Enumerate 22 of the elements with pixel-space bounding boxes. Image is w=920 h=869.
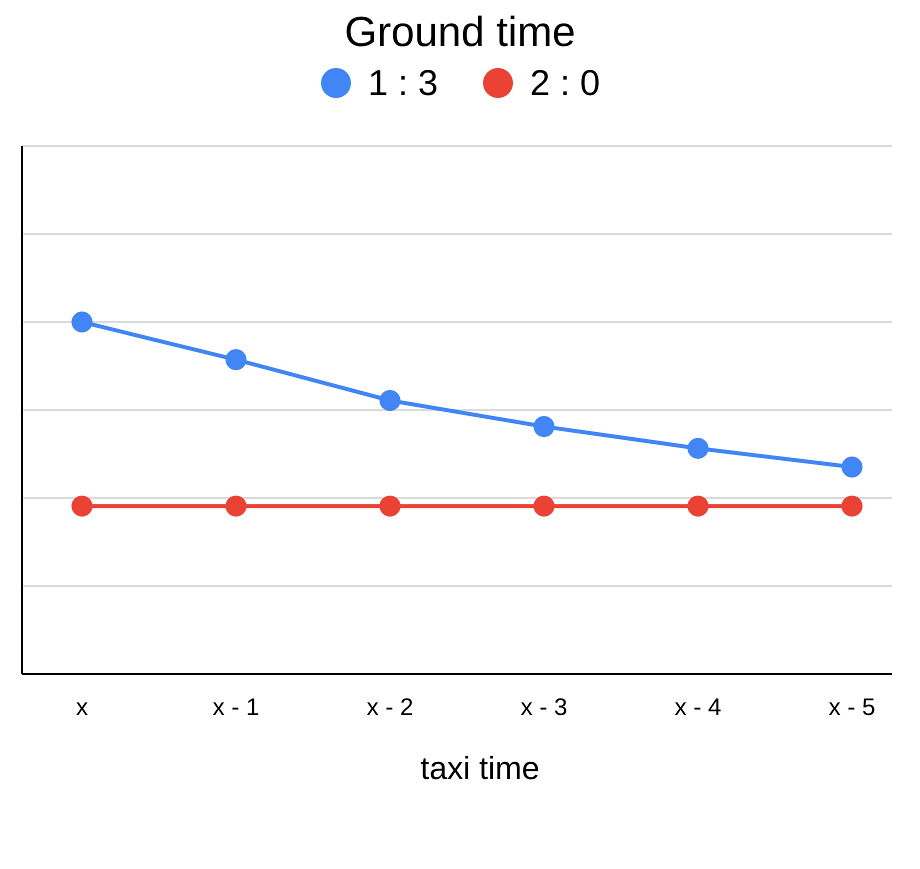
- chart-title: Ground time: [343, 8, 577, 56]
- legend-label: 2 : 0: [530, 62, 600, 104]
- point: [534, 416, 554, 438]
- point: [688, 496, 708, 517]
- point: [226, 496, 246, 517]
- point: [534, 496, 554, 517]
- x-tick-label: x - 1: [212, 694, 260, 722]
- x-tick-label: x - 4: [674, 694, 722, 722]
- x-tick-label: x: [76, 694, 88, 722]
- point: [226, 349, 246, 370]
- point: [688, 438, 708, 459]
- x-tick-label: x - 2: [366, 694, 414, 722]
- point: [842, 496, 862, 517]
- legend-label: 1 : 3: [368, 62, 438, 104]
- point: [72, 496, 92, 517]
- point: [380, 496, 400, 517]
- point: [72, 312, 92, 332]
- x-axis-title: taxi time: [419, 750, 541, 787]
- point: [842, 456, 862, 478]
- x-tick-label: x - 5: [828, 694, 876, 722]
- x-tick-label: x - 3: [520, 694, 568, 722]
- point: [380, 390, 400, 411]
